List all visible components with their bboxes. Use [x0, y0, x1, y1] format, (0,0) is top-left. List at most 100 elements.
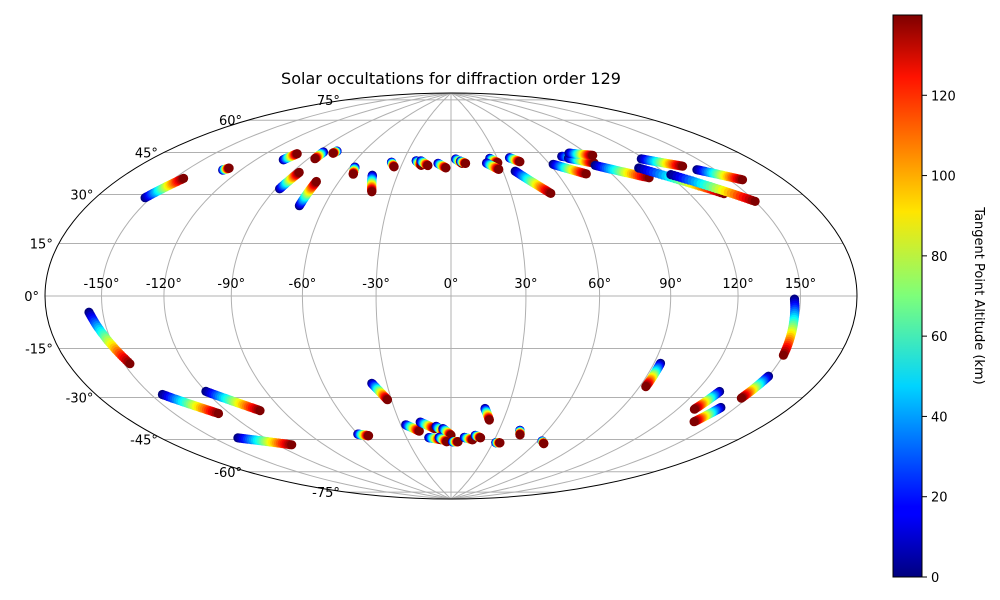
track-point [125, 359, 135, 369]
colorbar-tick-label: 60 [931, 330, 948, 345]
lon-tick-label: 30° [514, 277, 537, 292]
track-point [287, 440, 297, 450]
occultation-track [689, 402, 726, 427]
track-point [348, 169, 358, 179]
occultation-track [140, 173, 189, 203]
track-point [441, 163, 451, 173]
occultation-track [157, 389, 224, 419]
track-point [495, 438, 505, 448]
longitude-tick-labels: -150° -120° -90° -60° -30° 0° 30° 60° 90° 120° 150… [83, 277, 816, 292]
track-point [588, 150, 598, 160]
lon-tick-label: 150° [785, 277, 816, 292]
occultation-track [515, 425, 525, 440]
occultation-track [438, 424, 456, 440]
track-point [737, 175, 748, 185]
occultation-track [233, 433, 297, 450]
latitude-tick-labels: 75° 60° 45° 30° 15° 0° -15° -30° -45° -60° -75° [24, 94, 340, 501]
lat-tick-label: 75° [317, 94, 340, 109]
occultation-track [470, 430, 486, 443]
occultation-track [447, 437, 463, 447]
track-point [581, 169, 591, 179]
lon-tick-label: 0° [444, 277, 459, 292]
occultation-tracks [84, 146, 800, 450]
track-point [736, 393, 747, 403]
occultation-track [353, 429, 374, 441]
occultation-track [491, 438, 505, 448]
occultation-track [459, 432, 478, 445]
occultation-track [666, 170, 760, 206]
track-point [476, 433, 486, 443]
track-point [382, 395, 393, 405]
lat-tick-label: -75° [312, 486, 340, 501]
track-point [292, 149, 302, 159]
track-point [179, 173, 189, 183]
occultation-track [348, 162, 360, 179]
lat-tick-label: -45° [130, 434, 158, 449]
track-point [515, 157, 525, 167]
occultation-track [504, 153, 525, 167]
occultation-track [278, 149, 302, 165]
track-point [310, 154, 320, 164]
occultation-track [275, 167, 304, 194]
occultation-track [481, 158, 504, 174]
occultation-track [367, 378, 393, 405]
lon-tick-label: 90° [659, 277, 682, 292]
track-point [328, 148, 338, 158]
track-point [423, 160, 433, 171]
track-point [546, 188, 556, 198]
occultation-track [548, 159, 591, 179]
occultation-track [433, 158, 451, 173]
lat-tick-label: 45° [135, 146, 158, 161]
lon-tick-label: 120° [722, 277, 753, 292]
track-point [213, 408, 224, 419]
occultation-track [310, 147, 329, 164]
occultation-track [636, 154, 688, 171]
lon-tick-label: -150° [83, 277, 119, 292]
track-point [678, 161, 688, 171]
colorbar-tick-label: 20 [931, 491, 948, 506]
occultation-track [367, 170, 377, 197]
occultation-track [201, 386, 265, 416]
track-point [311, 176, 321, 187]
map-boundary [44, 92, 858, 500]
chart-title: Solar occultations for diffraction order… [281, 69, 621, 88]
colorbar-tick-label: 100 [931, 170, 956, 185]
track-point [255, 406, 265, 416]
track-point [367, 187, 377, 197]
occultation-track [328, 146, 342, 158]
track-point [224, 163, 234, 173]
occultation-track [641, 358, 666, 392]
track-point [641, 382, 651, 392]
track-point [778, 350, 789, 360]
lat-tick-label: 0° [24, 290, 39, 305]
occultation-track [416, 156, 433, 171]
occultation-track [778, 294, 800, 360]
track-point [539, 439, 549, 449]
lat-tick-label: 60° [219, 114, 242, 129]
track-point [750, 196, 760, 206]
colorbar [892, 14, 923, 578]
colorbar-tick-label: 80 [931, 250, 948, 265]
lon-tick-label: 60° [588, 277, 611, 292]
track-point [364, 431, 374, 441]
occultation-track [455, 156, 471, 168]
occultation-track [736, 371, 774, 403]
track-point [389, 162, 399, 172]
occultation-track [434, 432, 452, 447]
lon-tick-label: -60° [289, 277, 317, 292]
lon-tick-label: -90° [217, 277, 245, 292]
occultation-track [689, 386, 725, 414]
track-point [689, 417, 699, 427]
occultation-track [692, 165, 748, 185]
lat-tick-label: -15° [25, 343, 53, 358]
occultation-track [84, 307, 135, 369]
colorbar-tick-label: 40 [931, 410, 948, 425]
lon-tick-label: -30° [362, 277, 390, 292]
lon-tick-label: -120° [146, 277, 182, 292]
occultation-track [537, 436, 549, 449]
lat-tick-label: 30° [70, 189, 93, 204]
track-point [515, 430, 525, 440]
occultation-track [564, 148, 598, 160]
track-point [461, 158, 471, 168]
